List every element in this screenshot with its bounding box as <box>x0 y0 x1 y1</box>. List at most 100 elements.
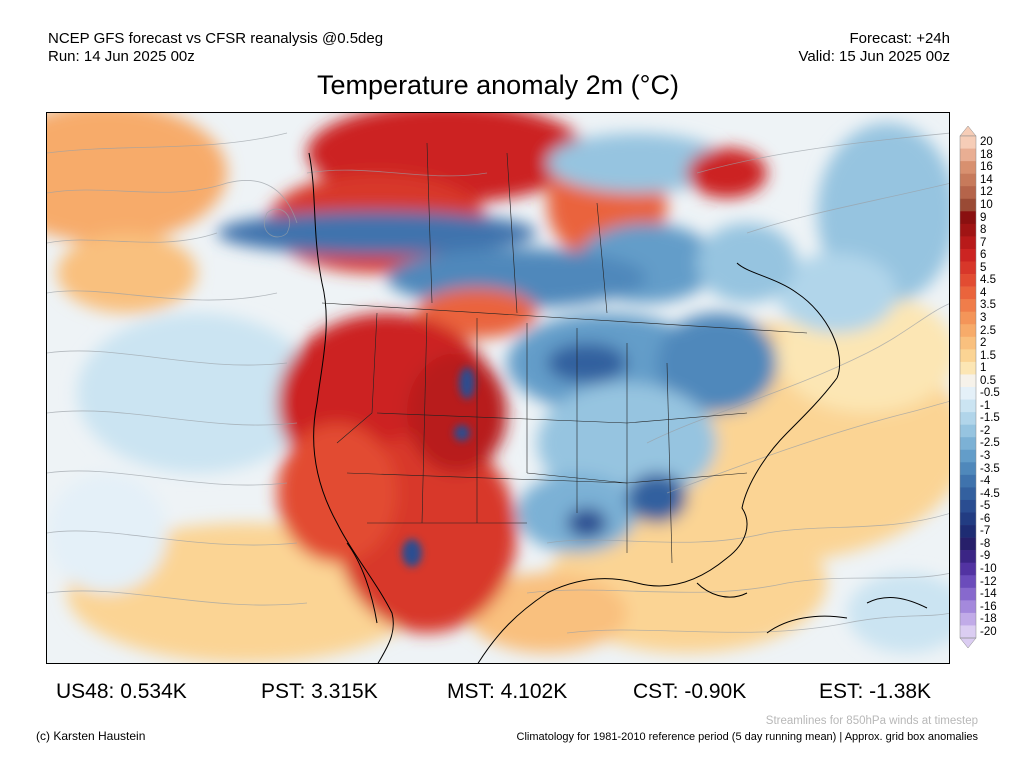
stat-us48: US48: 0.534K <box>56 680 187 703</box>
colorbar-label: -16 <box>980 600 997 613</box>
colorbar-swatch <box>960 550 976 563</box>
colorbar-swatch <box>960 424 976 438</box>
colorbar-swatch <box>960 186 976 200</box>
colorbar-label: -2.5 <box>980 437 1000 450</box>
colorbar-swatch <box>960 600 976 614</box>
colorbar-label: -18 <box>980 613 997 626</box>
colorbar-label: -20 <box>980 625 997 638</box>
colorbar-swatch <box>960 361 976 375</box>
colorbar-swatch <box>960 223 976 237</box>
colorbar-swatch <box>960 487 976 501</box>
colorbar-swatch <box>960 474 976 488</box>
colorbar-label: -3.5 <box>980 462 1000 475</box>
colorbar-label: 6 <box>980 249 987 262</box>
colorbar-swatch <box>960 462 976 476</box>
anomaly-map <box>46 112 950 664</box>
colorbar-swatch <box>960 311 976 325</box>
colorbar-swatch <box>960 575 976 589</box>
colorbar-swatch <box>960 399 976 413</box>
colorbar-label: -2 <box>980 424 991 437</box>
model-description: NCEP GFS forecast vs CFSR reanalysis @0.… <box>48 30 384 47</box>
colorbar-label: 3 <box>980 311 987 324</box>
colorbar-swatch <box>960 211 976 225</box>
colorbar-label: 1 <box>980 362 987 375</box>
valid-time: Valid: 15 Jun 2025 00z <box>798 48 950 65</box>
colorbar-swatch <box>960 248 976 262</box>
cold-spots <box>402 367 475 567</box>
stat-pst: PST: 3.315K <box>261 680 378 703</box>
colorbar-label: 10 <box>980 199 993 212</box>
colorbar-swatch <box>960 261 976 275</box>
colorbar-label: -12 <box>980 575 997 588</box>
colorbar-label: 0.5 <box>980 374 996 387</box>
colorbar-label: -10 <box>980 562 997 575</box>
streamlines <box>47 132 949 634</box>
colorbar-swatch <box>960 173 976 187</box>
colorbar-frame <box>959 135 977 639</box>
credit: (c) Karsten Haustein <box>36 729 146 743</box>
colorbar-label: -1 <box>980 399 991 412</box>
colorbar-swatch <box>960 336 976 350</box>
colorbar-label: 1.5 <box>980 349 996 362</box>
colorbar-label: 5 <box>980 261 987 274</box>
colorbar-label: -5 <box>980 500 991 513</box>
colorbar <box>959 126 977 648</box>
political-boundaries <box>321 142 808 564</box>
colorbar-label: 7 <box>980 236 987 249</box>
map-title: Temperature anomaly 2m (°C) <box>317 70 679 100</box>
stat-est: EST: -1.38K <box>819 680 932 703</box>
colorbar-swatch <box>960 387 976 400</box>
header-left: NCEP GFS forecast vs CFSR reanalysis @0.… <box>48 30 383 66</box>
colorbar-label: 4 <box>980 286 987 299</box>
colorbar-label: 12 <box>980 186 993 199</box>
colorbar-swatch <box>960 412 976 425</box>
colorbar-swatch <box>960 198 976 212</box>
colorbar-label: -8 <box>980 537 991 550</box>
anomaly-map-canvas <box>47 113 949 663</box>
colorbar-label: 3.5 <box>980 299 996 312</box>
colorbar-swatch <box>960 299 976 312</box>
header-right: Forecast: +24h Valid: 15 Jun 2025 00z <box>798 30 950 66</box>
colorbar-label: -7 <box>980 525 991 538</box>
colorbar-label: -0.5 <box>980 387 1000 400</box>
anomaly-field <box>47 113 949 663</box>
colorbar-label: -4.5 <box>980 487 1000 500</box>
region-stats: US48: 0.534K PST: 3.315K MST: 4.102K CST… <box>0 680 1024 704</box>
colorbar-swatch <box>960 587 976 601</box>
colorbar-labels: 20 18 16 14 12 10 9 8 7 6 5 4.5 4 3.5 3 2.5 2 1.5 1 0.5 -0.5… <box>980 126 1024 648</box>
forecast-hour: Forecast: +24h <box>849 30 950 47</box>
colorbar-swatch <box>960 286 976 300</box>
colorbar-label: -14 <box>980 588 997 601</box>
colorbar-swatch <box>960 625 976 639</box>
colorbar-label: 4.5 <box>980 274 996 287</box>
colorbar-label: -4 <box>980 475 991 488</box>
colorbar-top-extension <box>959 126 977 137</box>
colorbar-label: 16 <box>980 161 993 174</box>
colorbar-label: 8 <box>980 224 987 237</box>
colorbar-label: -9 <box>980 550 991 563</box>
colorbar-swatch <box>960 274 976 287</box>
colorbar-label: 18 <box>980 148 993 161</box>
colorbar-swatch <box>960 499 976 513</box>
colorbar-swatch <box>960 324 976 338</box>
run-time: Run: 14 Jun 2025 00z <box>48 48 195 65</box>
colorbar-label: 9 <box>980 211 987 224</box>
colorbar-label: -6 <box>980 512 991 525</box>
colorbar-swatch <box>960 148 976 162</box>
colorbar-swatch <box>960 449 976 463</box>
colorbar-swatch <box>960 236 976 250</box>
colorbar-label: 2 <box>980 337 987 350</box>
colorbar-swatch <box>960 562 976 576</box>
coastlines <box>308 152 928 663</box>
stat-cst: CST: -0.90K <box>633 680 747 703</box>
climatology-note: Climatology for 1981-2010 reference peri… <box>516 731 978 743</box>
colorbar-bottom-extension <box>959 637 977 648</box>
colorbar-swatch <box>960 612 976 626</box>
colorbar-label: -1.5 <box>980 412 1000 425</box>
colorbar-swatch <box>960 512 976 526</box>
colorbar-swatch <box>960 537 976 551</box>
colorbar-swatch <box>960 136 976 149</box>
streamlines-note: Streamlines for 850hPa winds at timestep <box>765 715 978 727</box>
stat-mst: MST: 4.102K <box>447 680 568 703</box>
colorbar-swatch <box>960 161 976 174</box>
